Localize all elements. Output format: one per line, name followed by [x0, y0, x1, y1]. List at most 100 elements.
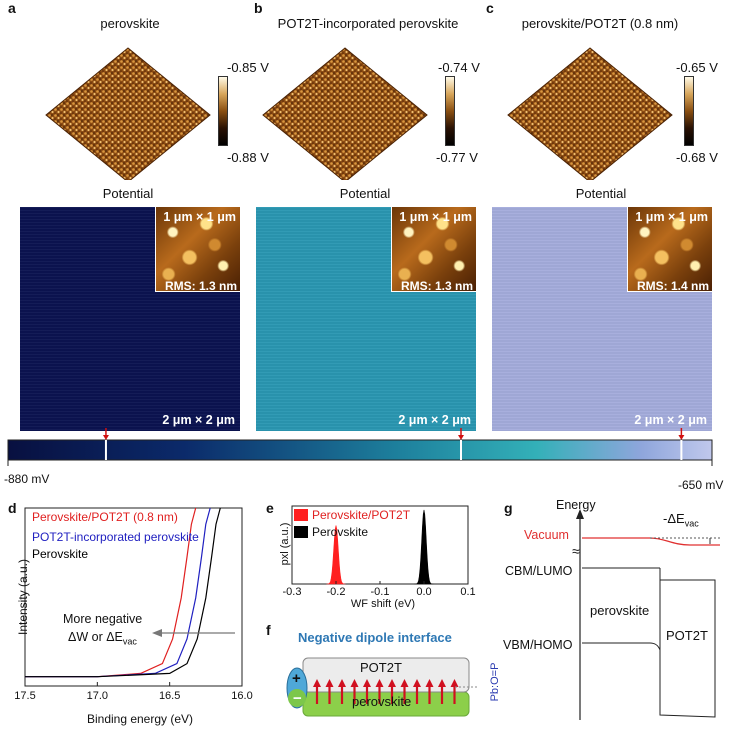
dipole-arrowhead-5: [375, 679, 384, 687]
chart-d-frame: [24, 507, 243, 687]
d-xtick-label-3: 16.0: [231, 690, 253, 702]
annotation-line2: ΔW or ΔEvac: [68, 630, 137, 647]
perovskite-band-label: perovskite: [590, 603, 650, 618]
dipole-arrowhead-0: [313, 679, 321, 687]
inset-rms-c: RMS: 1.4 nm: [636, 279, 709, 293]
scale-max-label: -650 mV: [678, 478, 724, 492]
wf-peak-0: [326, 525, 346, 585]
energy-diagram: [576, 509, 720, 720]
scale-marker-arrowhead-1: [458, 435, 465, 440]
panel-label-d: d: [8, 500, 17, 516]
scale-gradient: [7, 439, 713, 461]
dipole-arrowhead-10: [438, 679, 446, 687]
chart-d-ylabel: Intensity (a.u.): [16, 558, 30, 636]
inset-rms-b: RMS: 1.3 nm: [400, 279, 473, 293]
inset-rms-a: RMS: 1.3 nm: [164, 279, 237, 293]
dipole-symbol-lower: [288, 689, 306, 707]
wf-peak-1: [414, 509, 434, 585]
potential-scale-bar: [7, 428, 713, 466]
legend-e-1: Perovskite: [312, 525, 369, 539]
panel-label-g: g: [504, 500, 513, 516]
d-xtick-label-2: 16.5: [158, 690, 181, 702]
chart-e-xlabel: WF shift (eV): [350, 598, 416, 610]
panel-label-a: a: [8, 0, 16, 16]
potential-label-c: Potential: [575, 186, 627, 201]
delta-evac-label: -ΔEvac: [663, 511, 699, 529]
colorbar-b: [445, 76, 455, 146]
chart-e-ylabel: pxl (a.u.): [279, 522, 291, 566]
inset-size-b: 1 μm × 1 μm: [399, 210, 472, 224]
e-xtick-label-2: -0.1: [370, 586, 390, 598]
panel-label-e: e: [266, 500, 274, 516]
inset-size-a: 1 μm × 1 μm: [163, 210, 236, 224]
panel-b-title: POT2T-incorporated perovskite: [277, 16, 459, 31]
colorbar-b-top: -0.74 V: [438, 60, 480, 75]
topography-b: [262, 47, 428, 180]
dipole-arrowhead-11: [450, 679, 459, 687]
dipole-arrowhead-4: [363, 679, 371, 687]
colorbar-c: [684, 76, 694, 146]
kpfm-map-c: 1 μm × 1 μm RMS: 1.4 nm 2 μm × 2 μm: [492, 207, 712, 431]
topography-a: [45, 47, 211, 180]
colorbar-a-bottom: -0.88 V: [227, 150, 269, 165]
ups-line-2: [25, 507, 221, 678]
annotation-arrowhead: [152, 629, 162, 637]
inset-size-c: 1 μm × 1 μm: [635, 210, 708, 224]
scale-marker-arrowhead-2: [678, 435, 685, 440]
d-xtick-label-0: 17.5: [14, 690, 36, 702]
legend-e-swatch-1: [294, 526, 308, 538]
scan-size-a: 2 μm × 2 μm: [162, 413, 235, 427]
dipole-arrowhead-8: [413, 679, 421, 687]
inset-topography-c: 1 μm × 1 μm RMS: 1.4 nm: [627, 207, 712, 293]
panel-label-c: c: [486, 0, 494, 16]
chart-e-histogram: [291, 505, 469, 585]
dipole-arrowhead-3: [350, 679, 359, 687]
vacuum-label: Vacuum: [524, 528, 569, 542]
dipole-minus: −: [293, 690, 302, 707]
dipole-arrowhead-1: [325, 679, 334, 687]
colorbar-a-top: -0.85 V: [227, 60, 269, 75]
energy-axis-arrow: [576, 509, 584, 519]
kpfm-map-a: 1 μm × 1 μm RMS: 1.3 nm 2 μm × 2 μm: [20, 207, 240, 431]
panel-label-b: b: [254, 0, 263, 16]
perovskite-layer-label: perovskite: [352, 694, 412, 709]
topography-c: [507, 47, 673, 180]
dipole-plus: +: [292, 670, 301, 687]
scan-size-c: 2 μm × 2 μm: [634, 413, 707, 427]
colorbar-a: [218, 76, 228, 146]
dipole-diagram: [286, 657, 478, 717]
pot2t-layer-label: POT2T: [360, 660, 402, 675]
chart-d-xlabel: Binding energy (eV): [86, 712, 194, 726]
legend-d-2: Perovskite: [32, 547, 89, 561]
energy-label: Energy: [556, 498, 596, 512]
e-xtick-label-1: -0.2: [326, 586, 346, 598]
potential-label-a: Potential: [102, 186, 154, 201]
legend-d-0: Perovskite/POT2T (0.8 nm): [32, 510, 178, 524]
cbm-label: CBM/LUMO: [505, 564, 573, 578]
chart-d-ups: [24, 507, 243, 687]
colorbar-b-bottom: -0.77 V: [436, 150, 478, 165]
dipole-arrowhead-7: [400, 679, 409, 687]
e-xtick-label-4: 0.1: [460, 586, 476, 598]
legend-e-0: Perovskite/POT2T: [312, 508, 411, 522]
legend-d-1: POT2T-incorporated perovskite: [32, 530, 199, 544]
panel-a-title: perovskite: [100, 16, 160, 31]
vbm-level: [582, 642, 661, 651]
legend-e-swatch-0: [294, 509, 308, 521]
inset-topography-a: 1 μm × 1 μm RMS: 1.3 nm: [155, 207, 240, 293]
annotation-line1: More negative: [63, 612, 143, 626]
e-xtick-label-0: -0.3: [282, 586, 302, 598]
scan-size-b: 2 μm × 2 μm: [398, 413, 471, 427]
scale-min-label: -880 mV: [4, 472, 50, 486]
dipole-arrowhead-2: [338, 679, 346, 687]
kpfm-map-b: 1 μm × 1 μm RMS: 1.3 nm 2 μm × 2 μm: [256, 207, 476, 431]
scale-marker-arrowhead-0: [102, 435, 109, 440]
pot2t-band-label: POT2T: [666, 628, 708, 643]
dipole-arrowhead-9: [425, 679, 434, 687]
topography-images: [45, 47, 673, 180]
potential-label-b: Potential: [339, 186, 391, 201]
vacuum-level: [582, 537, 720, 546]
pot2t-box: [659, 568, 716, 718]
colorbar-c-top: -0.65 V: [676, 60, 718, 75]
panel-c-title: perovskite/POT2T (0.8 nm): [521, 16, 679, 31]
